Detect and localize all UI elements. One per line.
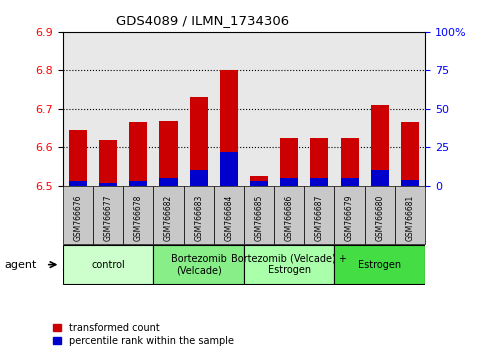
FancyBboxPatch shape <box>244 245 334 284</box>
FancyBboxPatch shape <box>213 186 244 244</box>
Text: GSM766680: GSM766680 <box>375 195 384 241</box>
FancyBboxPatch shape <box>274 186 304 244</box>
Text: GSM766678: GSM766678 <box>134 195 143 241</box>
Bar <box>220 70 238 186</box>
FancyBboxPatch shape <box>63 245 154 284</box>
Bar <box>69 181 87 186</box>
Text: Bortezomib
(Velcade): Bortezomib (Velcade) <box>170 254 227 275</box>
FancyBboxPatch shape <box>304 186 334 244</box>
Bar <box>220 152 238 186</box>
Text: GSM766676: GSM766676 <box>73 195 83 241</box>
Bar <box>129 181 147 186</box>
Text: GSM766683: GSM766683 <box>194 195 203 241</box>
Bar <box>371 170 389 186</box>
Text: Estrogen: Estrogen <box>358 259 401 270</box>
Text: GSM766681: GSM766681 <box>405 195 414 241</box>
Bar <box>99 139 117 186</box>
FancyBboxPatch shape <box>93 186 123 244</box>
FancyBboxPatch shape <box>334 245 425 284</box>
Text: GSM766677: GSM766677 <box>103 195 113 241</box>
Bar <box>311 178 328 186</box>
FancyBboxPatch shape <box>365 186 395 244</box>
FancyBboxPatch shape <box>395 186 425 244</box>
Text: GSM766687: GSM766687 <box>315 195 324 241</box>
FancyBboxPatch shape <box>184 186 213 244</box>
Bar <box>250 181 268 186</box>
Text: GDS4089 / ILMN_1734306: GDS4089 / ILMN_1734306 <box>116 14 289 27</box>
Text: GSM766684: GSM766684 <box>224 195 233 241</box>
Bar <box>341 178 358 186</box>
FancyBboxPatch shape <box>123 186 154 244</box>
Text: GSM766679: GSM766679 <box>345 195 354 241</box>
FancyBboxPatch shape <box>63 186 93 244</box>
Legend: transformed count, percentile rank within the sample: transformed count, percentile rank withi… <box>53 323 234 346</box>
Text: Bortezomib (Velcade) +
Estrogen: Bortezomib (Velcade) + Estrogen <box>231 254 347 275</box>
FancyBboxPatch shape <box>334 186 365 244</box>
Text: GSM766682: GSM766682 <box>164 195 173 241</box>
FancyBboxPatch shape <box>154 186 184 244</box>
FancyBboxPatch shape <box>244 186 274 244</box>
Bar <box>69 130 87 186</box>
Bar <box>189 97 208 186</box>
Bar <box>401 180 419 186</box>
Bar <box>99 183 117 186</box>
Bar <box>311 138 328 186</box>
Bar <box>280 178 298 186</box>
Bar <box>189 170 208 186</box>
Bar <box>341 138 358 186</box>
FancyBboxPatch shape <box>154 245 244 284</box>
Text: agent: agent <box>5 259 37 270</box>
Text: GSM766686: GSM766686 <box>284 195 294 241</box>
Bar <box>159 121 178 186</box>
Bar <box>129 122 147 186</box>
Bar <box>280 138 298 186</box>
Bar <box>159 178 178 186</box>
Bar <box>250 176 268 186</box>
Text: GSM766685: GSM766685 <box>255 195 264 241</box>
Text: control: control <box>91 259 125 270</box>
Bar <box>401 122 419 186</box>
Bar <box>371 105 389 186</box>
